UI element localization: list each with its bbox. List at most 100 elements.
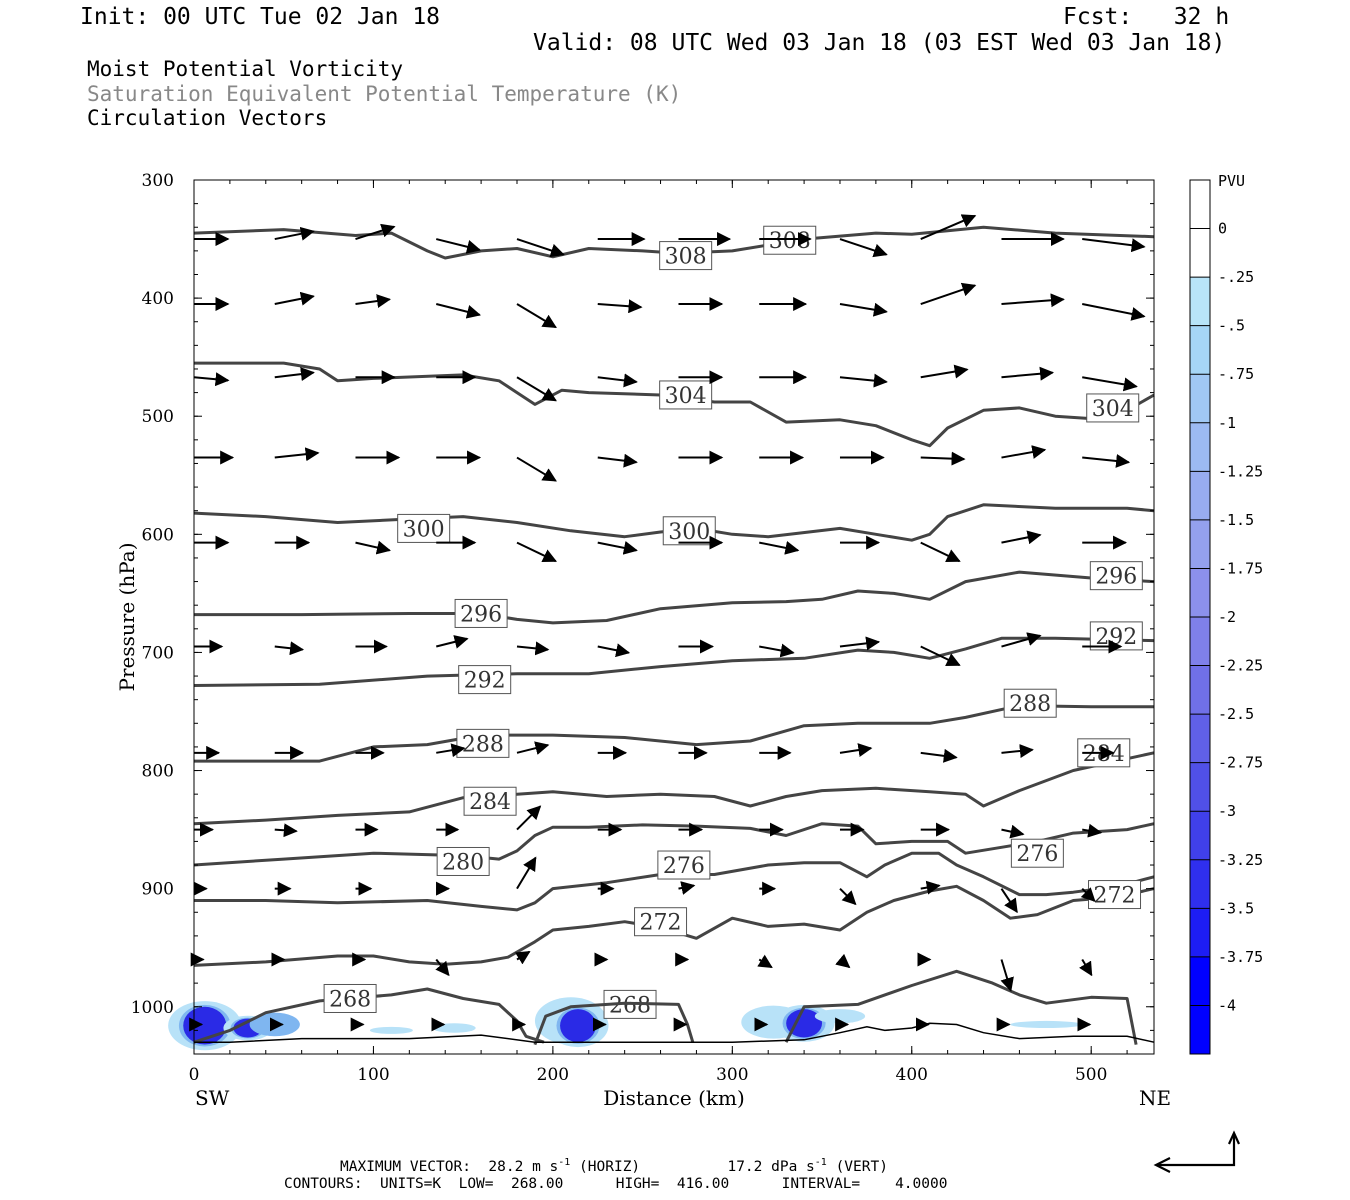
circulation-vector [274,447,320,462]
x-tick-label: 400 [896,1065,928,1085]
circulation-vector [435,958,450,977]
colorbar-label: -.75 [1218,365,1254,383]
contour-label: 276 [1016,842,1058,867]
circulation-vector [839,373,888,388]
circulation-vector [274,291,315,306]
contour-label-box [1086,393,1140,423]
contour-label: 300 [403,517,445,542]
y-tick-label: 600 [142,525,174,545]
circulation-vector [759,541,800,555]
colorbar-swatch [1190,568,1210,618]
colorbar-label: -2.25 [1218,657,1263,675]
circulation-vector [193,372,230,387]
contour-label: 292 [464,669,506,694]
contour-label-box [659,380,713,410]
colorbar-swatch [1190,956,1210,1006]
contour-label: 272 [640,911,682,936]
circulation-vector [1082,238,1146,253]
init-time: Init: 00 UTC Tue 02 Jan 18 [80,4,441,30]
contour-label-box [323,983,377,1013]
circulation-vector [920,541,961,563]
colorbar-swatch [1190,859,1210,909]
circulation-vector [597,299,643,314]
circulation-vector [1001,824,1025,839]
circulation-vector [597,541,638,555]
circulation-vector [759,643,795,658]
isentrope-284 [193,751,1155,826]
colorbar-label: -.25 [1218,268,1254,286]
circulation-vector [274,823,298,838]
circulation-vector [436,238,482,254]
circulation-vector [436,635,469,649]
circulation-vectors [189,214,1146,1032]
contour-label: 280 [442,850,484,875]
colorbar-label: -3 [1218,802,1236,820]
circulation-vector [516,303,557,329]
isentrope-292 [193,636,1155,687]
y-tick-label: 700 [142,643,174,663]
pv-blob [814,1009,866,1024]
horiz-unit: (HORIZ) [579,1158,641,1175]
colorbar-label: -2.75 [1218,754,1263,772]
colorbar-swatch [1190,665,1210,715]
circulation-vector [920,451,966,466]
circulation-vector [1000,959,1014,992]
circulation-vector [274,367,315,382]
isentrope-surface [784,969,1138,1045]
y-tick-label: 300 [142,171,174,191]
contour-label-box [454,598,508,628]
contour-label-box [458,665,512,695]
colorbar-label: -1.75 [1218,559,1263,577]
circulation-vector [920,214,977,240]
x-axis-label: Distance (km) [603,1086,745,1110]
colorbar-swatch [1190,1005,1210,1054]
colorbar-label: -1.25 [1218,462,1263,480]
colorbar-swatch [1190,617,1210,667]
circulation-vector [1080,887,1096,903]
circulation-vector [835,953,851,969]
pv-blob [560,1009,596,1043]
contour-label: 288 [462,732,504,757]
contour-label: 304 [1092,397,1134,422]
isentrope-272 [193,884,1155,967]
circulation-vector [1082,376,1138,392]
vert-unit: (VERT) [835,1158,888,1175]
circulation-vector [839,636,881,651]
forecast-hour: Fcst: 32 h [1063,4,1230,30]
contour-label-box [657,850,711,880]
isentrope-280 [193,822,1155,867]
circulation-vector [516,641,550,656]
colorbar-label: 0 [1218,220,1227,238]
field-title-1: Moist Potential Vorticity [87,57,404,81]
circulation-vector [516,238,565,258]
y-tick-label: 400 [142,289,174,309]
right-end-label: NE [1139,1086,1171,1110]
colorbar-swatch [1190,908,1210,958]
circulation-vector [355,540,391,555]
contour-info: CONTOURS: UNITS=K LOW= 268.00 HIGH= 416.… [284,1176,948,1192]
circulation-vector [1082,823,1103,838]
colorbar-label: -2 [1218,608,1236,626]
colorbar-label: -4 [1218,996,1236,1014]
circulation-vector [516,805,542,831]
y-tick-label: 900 [142,880,174,900]
contour-label: 284 [1083,742,1125,767]
x-tick-label: 300 [716,1065,748,1085]
contour-label: 308 [769,229,811,254]
circulation-vector [1001,293,1065,308]
isentrope-276 [194,851,1155,912]
circulation-vector [1082,453,1131,468]
colorbar-label: -3.25 [1218,851,1263,869]
x-tick-label: 500 [1075,1065,1107,1085]
terrain-line [194,1022,1155,1043]
isentrope-288 [194,704,1154,763]
circulation-vector [516,856,537,890]
circulation-vector [678,881,696,895]
circulation-vector [514,950,531,965]
field-title-3: Circulation Vectors [87,106,328,130]
contour-label: 268 [329,987,371,1012]
colorbar-label: -3.5 [1218,899,1254,917]
circulation-vector [1001,530,1042,545]
